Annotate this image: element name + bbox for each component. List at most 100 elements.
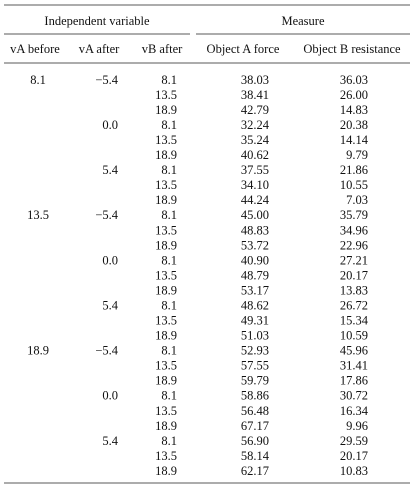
force-cell: 48.83 — [241, 223, 269, 237]
force-cell: 59.79 — [241, 374, 269, 388]
resistance-cell: 9.96 — [346, 419, 368, 433]
vb-after-cell: 8.1 — [161, 163, 177, 177]
resistance-cell: 20.38 — [340, 118, 368, 132]
force-cell: 56.90 — [241, 434, 269, 448]
resistance-cell: 17.86 — [340, 374, 368, 388]
resistance-cell: 26.72 — [340, 298, 368, 312]
resistance-cell: 9.79 — [346, 148, 368, 162]
force-cell: 42.79 — [241, 103, 269, 117]
force-cell: 45.00 — [241, 208, 269, 222]
vb-after-cell: 18.9 — [155, 103, 177, 117]
vb-after-cell: 18.9 — [155, 374, 177, 388]
va-before-cell: 18.9 — [27, 344, 49, 358]
force-cell: 34.10 — [241, 178, 269, 192]
vb-after-cell: 18.9 — [155, 419, 177, 433]
vb-after-cell: 8.1 — [161, 389, 177, 403]
vb-after-cell: 18.9 — [155, 464, 177, 478]
force-cell: 40.62 — [241, 148, 269, 162]
resistance-cell: 27.21 — [340, 253, 368, 267]
force-cell: 51.03 — [241, 329, 269, 343]
resistance-cell: 36.03 — [340, 73, 368, 87]
vb-after-cell: 13.5 — [155, 314, 177, 328]
resistance-cell: 35.79 — [340, 208, 368, 222]
resistance-cell: 14.14 — [340, 133, 369, 147]
resistance-cell: 20.17 — [340, 449, 368, 463]
vb-after-cell: 13.5 — [155, 359, 177, 373]
resistance-cell: 7.03 — [346, 193, 368, 207]
va-before-cell: 8.1 — [30, 73, 46, 87]
va-after-cell: 0.0 — [102, 389, 118, 403]
vb-after-cell: 13.5 — [155, 449, 177, 463]
resistance-cell: 10.55 — [340, 178, 368, 192]
force-cell: 58.86 — [241, 389, 269, 403]
vb-after-cell: 13.5 — [155, 88, 177, 102]
resistance-cell: 10.59 — [340, 329, 368, 343]
vb-after-cell: 13.5 — [155, 268, 177, 282]
resistance-cell: 21.86 — [340, 163, 368, 177]
va-after-cell: −5.4 — [95, 208, 118, 222]
vb-after-cell: 8.1 — [161, 344, 177, 358]
vb-after-cell: 8.1 — [161, 298, 177, 312]
va-after-cell: 0.0 — [102, 253, 118, 267]
force-cell: 49.31 — [241, 314, 269, 328]
resistance-cell: 13.83 — [340, 283, 368, 297]
force-cell: 58.14 — [241, 449, 270, 463]
vb-after-cell: 18.9 — [155, 148, 177, 162]
vb-after-cell: 18.9 — [155, 238, 177, 252]
resistance-cell: 34.96 — [340, 223, 368, 237]
column-header: vB after — [142, 42, 183, 56]
force-cell: 62.17 — [241, 464, 269, 478]
vb-after-cell: 8.1 — [161, 253, 177, 267]
force-cell: 52.93 — [241, 344, 269, 358]
force-cell: 38.41 — [241, 88, 269, 102]
force-cell: 53.72 — [241, 238, 269, 252]
column-header: vA after — [79, 42, 120, 56]
force-cell: 38.03 — [241, 73, 269, 87]
column-header: Object B resistance — [303, 42, 401, 56]
vb-after-cell: 8.1 — [161, 208, 177, 222]
resistance-cell: 22.96 — [340, 238, 368, 252]
va-after-cell: 5.4 — [102, 434, 118, 448]
va-after-cell: −5.4 — [95, 73, 118, 87]
resistance-cell: 16.34 — [340, 404, 369, 418]
vb-after-cell: 18.9 — [155, 283, 177, 297]
resistance-cell: 29.59 — [340, 434, 368, 448]
column-header: Object A force — [207, 42, 280, 56]
va-after-cell: 5.4 — [102, 163, 118, 177]
vb-after-cell: 13.5 — [155, 223, 177, 237]
force-cell: 67.17 — [241, 419, 269, 433]
force-cell: 48.79 — [241, 268, 269, 282]
va-after-cell: 5.4 — [102, 298, 118, 312]
force-cell: 48.62 — [241, 298, 269, 312]
group-header: Independent variable — [44, 14, 150, 28]
force-cell: 56.48 — [241, 404, 269, 418]
group-header: Measure — [281, 14, 324, 28]
vb-after-cell: 13.5 — [155, 178, 177, 192]
vb-after-cell: 8.1 — [161, 434, 177, 448]
va-before-cell: 13.5 — [27, 208, 49, 222]
column-header: vA before — [10, 42, 60, 56]
resistance-cell: 10.83 — [340, 464, 368, 478]
force-cell: 32.24 — [241, 118, 270, 132]
va-after-cell: −5.4 — [95, 344, 118, 358]
resistance-cell: 26.00 — [340, 88, 368, 102]
force-cell: 35.24 — [241, 133, 270, 147]
vb-after-cell: 13.5 — [155, 133, 177, 147]
va-after-cell: 0.0 — [102, 118, 118, 132]
resistance-cell: 14.83 — [340, 103, 368, 117]
force-cell: 40.90 — [241, 253, 269, 267]
resistance-cell: 15.34 — [340, 314, 369, 328]
vb-after-cell: 13.5 — [155, 404, 177, 418]
vb-after-cell: 8.1 — [161, 73, 177, 87]
vb-after-cell: 18.9 — [155, 329, 177, 343]
force-cell: 44.24 — [241, 193, 270, 207]
resistance-cell: 45.96 — [340, 344, 368, 358]
vb-after-cell: 8.1 — [161, 118, 177, 132]
force-cell: 57.55 — [241, 359, 269, 373]
resistance-cell: 20.17 — [340, 268, 368, 282]
force-cell: 53.17 — [241, 283, 269, 297]
vb-after-cell: 18.9 — [155, 193, 177, 207]
resistance-cell: 30.72 — [340, 389, 368, 403]
resistance-cell: 31.41 — [340, 359, 368, 373]
